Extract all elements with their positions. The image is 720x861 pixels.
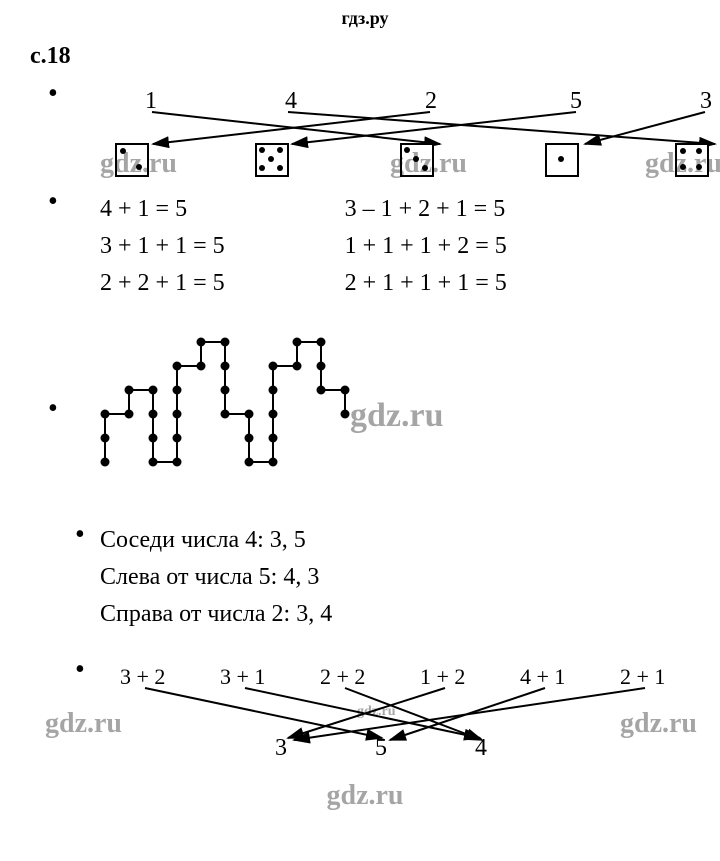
match-expression: 3 + 2 [120, 664, 165, 690]
match-expression: 4 + 1 [520, 664, 565, 690]
text-line: Справа от числа 2: 3, 4 [100, 601, 670, 628]
dice-number: 5 [570, 88, 582, 115]
page-label: с.18 [30, 43, 670, 70]
dice-match-section: • 14253 gdz.ru gdz.ru gdz.ru [60, 88, 670, 178]
text-line: Соседи числа 4: 3, 5 [100, 527, 670, 554]
text-line: Слева от числа 5: 4, 3 [100, 564, 670, 591]
match-expression: 2 + 1 [620, 664, 665, 690]
equation: 2 + 2 + 1 = 5 [100, 270, 225, 297]
dice-icon [545, 143, 579, 177]
dice-number: 2 [425, 88, 437, 115]
footer: gdz.ru [60, 780, 670, 812]
equations-section: • 4 + 1 = 5 3 + 1 + 1 = 5 2 + 2 + 1 = 5 … [60, 196, 670, 297]
equation: 3 – 1 + 2 + 1 = 5 [345, 196, 507, 223]
expression-match-section: • gdz.ru gdz.ru gdz.ru 3 + 23 + 12 + 21 … [60, 664, 670, 774]
dice-icon [400, 143, 434, 177]
site-header: гдз.ру [60, 0, 670, 29]
match-expression: 1 + 2 [420, 664, 465, 690]
match-expression: 2 + 2 [320, 664, 365, 690]
dice-icon [255, 143, 289, 177]
dice-number: 4 [285, 88, 297, 115]
dice-arrows-svg [60, 88, 720, 178]
dice-row: 14253 [60, 88, 670, 178]
match-answer: 4 [475, 735, 487, 762]
match-expression: 3 + 1 [220, 664, 265, 690]
match-answer: 5 [375, 735, 387, 762]
dice-number: 1 [145, 88, 157, 115]
equation: 1 + 1 + 1 + 2 = 5 [345, 233, 507, 260]
neighbors-section: • Соседи числа 4: 3, 5 Слева от числа 5:… [60, 527, 670, 628]
equation: 2 + 1 + 1 + 1 = 5 [345, 270, 507, 297]
equations-left: 4 + 1 = 5 3 + 1 + 1 = 5 2 + 2 + 1 = 5 [100, 196, 225, 297]
dice-icon [115, 143, 149, 177]
watermark: gdz.ru [327, 780, 404, 812]
dice-icon [675, 143, 709, 177]
equation: 3 + 1 + 1 = 5 [100, 233, 225, 260]
pattern-svg [60, 337, 720, 487]
pattern-section: • gdz.ru [60, 337, 670, 487]
match-answer: 3 [275, 735, 287, 762]
equations-right: 3 – 1 + 2 + 1 = 5 1 + 1 + 1 + 2 = 5 2 + … [345, 196, 507, 297]
equation: 4 + 1 = 5 [100, 196, 225, 223]
dice-number: 3 [700, 88, 712, 115]
